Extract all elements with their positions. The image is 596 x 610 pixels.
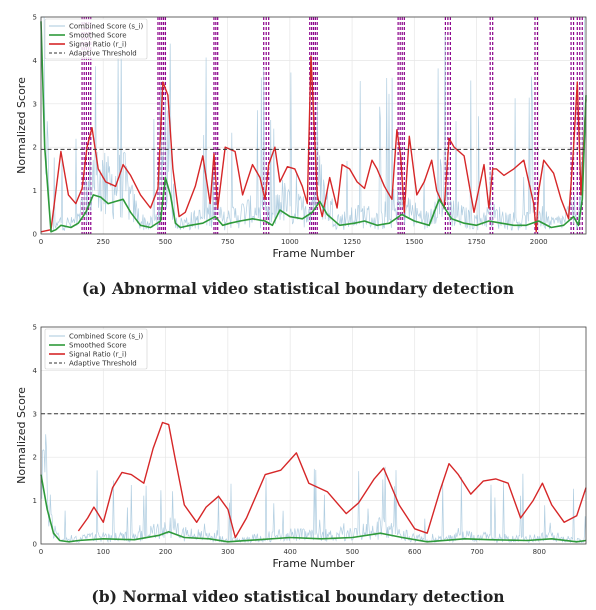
plot-frame [40,326,587,545]
y-tick-label: 3 [33,100,37,108]
x-tick-label: 750 [221,238,234,246]
x-tick-label: 600 [408,548,421,556]
x-axis-title: Frame Number [273,247,355,260]
x-tick-label: 1500 [405,238,423,246]
y-tick-label: 5 [33,324,37,332]
x-tick-label: 300 [221,548,234,556]
x-tick-label: 250 [97,238,110,246]
y-tick-label: 2 [33,144,37,152]
y-tick-label: 4 [33,367,38,375]
x-tick-label: 800 [533,548,546,556]
y-tick-label: 4 [33,57,38,65]
y-tick-label: 3 [33,410,37,418]
y-tick-label: 0 [33,231,37,239]
chart-panel-b: 0 100 200 300 400 500 600 700 800 0 1 2 3 4 5 Frame Num… [0,310,596,585]
chart-b-svg: 0 100 200 300 400 500 600 700 800 0 1 2 3 4 5 Frame Num… [15,324,587,570]
caption-a: (a) Abnormal video statistical boundary … [81,279,515,298]
combined-score-line [40,434,587,544]
y-axis-title: Normalized Score [15,77,28,174]
y-axis-title: Normalized Score [15,387,28,484]
legend-ratio-label: Signal Ratio (r_i) [69,41,127,49]
plot-frame [40,16,587,235]
x-tick-label: 0 [39,238,43,246]
y-tick-label: 1 [33,497,37,505]
x-tick-label: 1000 [281,238,299,246]
chart-a-svg: 0 250 500 750 1000 1250 1500 1750 2000 0 1 2 3 4 5 Fram… [15,14,587,260]
y-tick-label: 1 [33,187,37,195]
x-tick-label: 100 [97,548,110,556]
legend-smoothed-label: Smoothed Score [69,342,127,350]
y-tick-label: 2 [33,454,37,462]
chart-panel-a: 0 250 500 750 1000 1250 1500 1750 2000 0 1 2 3 4 5 Fram… [0,0,596,275]
x-tick-label: 500 [346,548,359,556]
x-tick-label: 700 [470,548,483,556]
y-tick-label: 0 [33,541,37,549]
signal-ratio-line [77,421,587,539]
y-tick-label: 5 [33,14,37,22]
legend-threshold-label: Adaptive Threshold [69,360,137,368]
legend-combined-label: Combined Score (s_i) [69,23,143,31]
x-tick-label: 200 [159,548,172,556]
x-tick-label: 1250 [343,238,361,246]
x-tick-label: 500 [159,238,172,246]
x-axis-title: Frame Number [273,557,355,570]
x-tick-label: 2000 [530,238,548,246]
legend-box [44,18,148,60]
legend-box [44,328,148,370]
legend: Combined Score (s_i)Smoothed ScoreSignal… [44,328,148,370]
smoothed-score-line [40,474,587,543]
legend-combined-label: Combined Score (s_i) [69,333,143,341]
legend-threshold-label: Adaptive Threshold [69,50,137,58]
smoothed-score-line [40,21,587,233]
x-tick-label: 0 [39,548,43,556]
legend-ratio-label: Signal Ratio (r_i) [69,351,127,359]
caption-b: (b) Normal video statistical boundary de… [91,587,505,606]
x-tick-label: 400 [283,548,296,556]
x-tick-label: 1750 [468,238,486,246]
legend-smoothed-label: Smoothed Score [69,32,127,40]
legend: Combined Score (s_i)Smoothed ScoreSignal… [44,18,148,60]
signal-ratio-line [40,55,587,233]
